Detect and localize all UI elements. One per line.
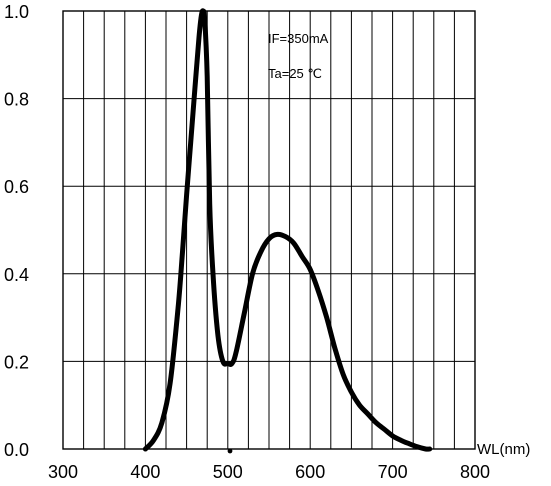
x-tick-label: 300 xyxy=(48,462,78,482)
plot-frame xyxy=(62,10,476,450)
x-axis-label: WL(nm) xyxy=(477,441,530,458)
annotation-current: IF=350mA xyxy=(268,31,329,46)
y-tick-label: 0.8 xyxy=(4,90,29,110)
x-tick-label: 500 xyxy=(213,462,243,482)
y-tick-label: 0.0 xyxy=(4,440,29,460)
y-tick-label: 1.0 xyxy=(4,2,29,22)
x-tick-label: 600 xyxy=(295,462,325,482)
grid xyxy=(63,11,475,449)
y-tick-label: 0.4 xyxy=(4,265,29,285)
x-axis-marker xyxy=(227,448,233,454)
y-tick-label: 0.2 xyxy=(4,352,29,372)
spectrum-series-line xyxy=(142,8,433,452)
y-tick-label: 0.6 xyxy=(4,177,29,197)
x-tick-label: 800 xyxy=(460,462,490,482)
tick-labels: 300 400 500 600 700 800 0.0 0.2 0.4 0.6 0.8 1.0 xyxy=(4,2,490,482)
annotation-temperature: Ta=25 ℃ xyxy=(268,66,322,81)
x-tick-label: 700 xyxy=(378,462,408,482)
x-tick-label: 400 xyxy=(130,462,160,482)
